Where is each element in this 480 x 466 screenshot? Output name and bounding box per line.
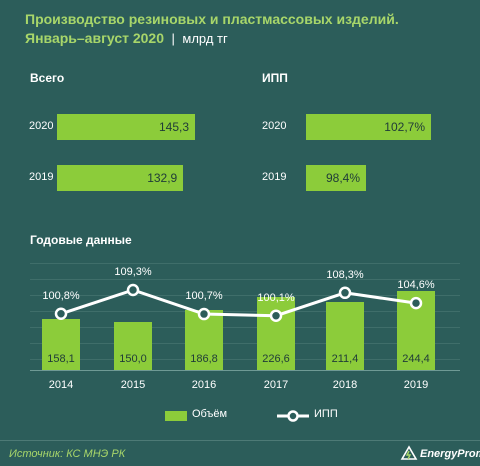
- annual-gridline: [30, 279, 460, 280]
- period-label: Январь–август 2020: [25, 30, 165, 46]
- total-bar-2020: [57, 114, 195, 140]
- ipp-value-label: 109,3%: [114, 266, 152, 278]
- volume-value-label: 211,4: [331, 353, 359, 365]
- ipp-year-label-2019: 2019: [262, 171, 287, 183]
- volume-value-label: 186,8: [190, 353, 218, 365]
- annual-gridline: [30, 295, 460, 296]
- annual-baseline: [30, 370, 460, 371]
- ipp-point-2015: [126, 283, 140, 297]
- volume-bar-2017: [257, 296, 295, 370]
- volume-value-label: 226,6: [262, 353, 290, 365]
- ipp-bar-2020: [306, 114, 431, 140]
- total-value-label-2020: 145,3: [158, 120, 189, 134]
- annual-gridline: [30, 327, 460, 328]
- year-tick-label: 2015: [120, 379, 146, 391]
- total-value-label-2019: 132,9: [147, 171, 178, 185]
- legend-volume-label: Объём: [192, 408, 228, 420]
- legend-ipp-line-icon: [277, 410, 309, 422]
- ipp-point-2016: [197, 307, 211, 321]
- unit-separator: |: [167, 31, 179, 46]
- ipp-bar-2019: [306, 165, 366, 191]
- year-tick-label: 2014: [48, 379, 74, 391]
- ipp-section-title: ИПП: [262, 71, 288, 85]
- ipp-point-2019: [409, 296, 423, 310]
- total-year-label-2019: 2019: [29, 171, 54, 183]
- ipp-point-2014: [54, 307, 68, 321]
- source-note: Источник: КС МНЭ РК: [9, 448, 126, 460]
- legend-volume-swatch: [165, 411, 187, 421]
- unit-label: млрд тг: [182, 31, 228, 46]
- year-tick-label: 2017: [263, 379, 289, 391]
- chart-title-line1: Производство резиновых и пластмассовых и…: [25, 11, 399, 27]
- ipp-value-label-2020: 102,7%: [384, 120, 425, 134]
- ipp-value-label: 100,1%: [257, 291, 295, 304]
- volume-value-label: 158,1: [47, 353, 75, 365]
- ipp-value-label: 100,7%: [185, 290, 223, 303]
- year-tick-label: 2018: [332, 379, 358, 391]
- year-tick-label: 2019: [403, 379, 429, 391]
- energyprom-logo-icon: [400, 445, 418, 460]
- annual-gridline: [30, 343, 460, 344]
- ipp-value-label: 104,6%: [397, 279, 435, 292]
- ipp-point-2018: [338, 286, 352, 300]
- volume-bar-2015: [114, 321, 152, 370]
- volume-value-label: 244,4: [402, 353, 430, 365]
- ipp-year-label-2020: 2020: [262, 120, 287, 132]
- ipp-value-label: 100,8%: [42, 289, 80, 302]
- brand-name: EnergyProm: [420, 448, 480, 460]
- annual-gridline: [30, 311, 460, 312]
- volume-bar-2018: [326, 301, 364, 370]
- ipp-value-label: 108,3%: [326, 268, 364, 281]
- volume-value-label: 150,0: [119, 353, 147, 365]
- ipp-value-label-2019: 98,4%: [325, 171, 360, 185]
- footer-divider: [0, 440, 480, 441]
- ipp-point-2017: [269, 309, 283, 322]
- chart-title-line2: Январь–август 2020 | млрд тг: [25, 29, 228, 48]
- total-year-label-2020: 2020: [29, 120, 54, 132]
- annual-gridline: [30, 359, 460, 360]
- total-section-title: Всего: [30, 71, 65, 85]
- annual-gridline: [30, 263, 460, 264]
- volume-bar-2014: [42, 318, 80, 370]
- total-bar-2019: [57, 165, 184, 191]
- legend-ipp-label: ИПП: [314, 408, 338, 420]
- annual-section-title: Годовые данные: [30, 233, 132, 247]
- ipp-line: [60, 288, 417, 318]
- year-tick-label: 2016: [191, 379, 217, 391]
